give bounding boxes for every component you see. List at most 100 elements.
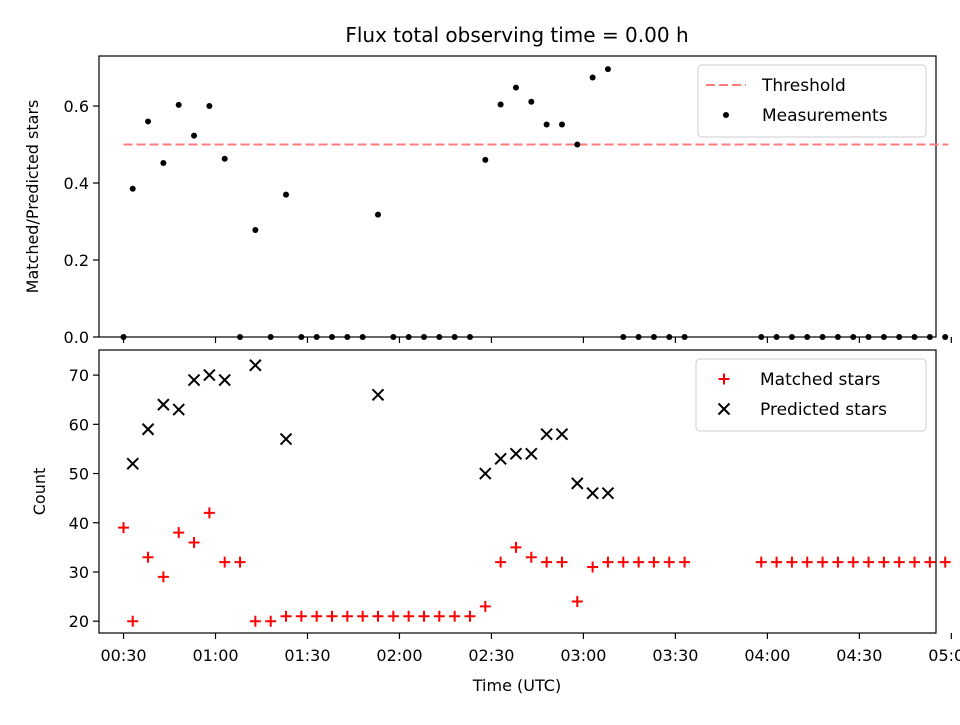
y-tick-label: 0.2	[64, 251, 89, 270]
data-point	[218, 373, 231, 387]
data-point	[298, 334, 305, 340]
data-point	[145, 118, 152, 125]
y-axis-label: Count	[30, 468, 49, 516]
y-tick-label: 70	[69, 366, 89, 385]
data-point	[311, 610, 323, 622]
data-point	[420, 334, 427, 340]
data-point	[219, 556, 231, 568]
data-point	[497, 101, 504, 108]
data-point	[924, 556, 936, 568]
data-point	[464, 610, 476, 622]
data-point	[157, 398, 170, 411]
data-point	[387, 610, 399, 622]
legend-box	[697, 64, 927, 138]
data-point	[252, 226, 259, 233]
data-point	[896, 334, 903, 340]
legend-label: Matched stars	[760, 370, 880, 390]
legend-box	[695, 358, 927, 432]
data-point	[587, 561, 599, 573]
data-point	[865, 334, 872, 340]
legend-label: Threshold	[761, 76, 846, 96]
data-point	[371, 388, 385, 401]
data-point	[359, 334, 366, 340]
count-panel: 20 30 40 50 60 70 00:30 01:00 01:30 02:00 02:30 03:…	[30, 349, 960, 665]
data-point	[602, 556, 614, 568]
y-tick-label: 40	[69, 514, 89, 533]
data-point	[679, 556, 691, 568]
data-point	[341, 610, 353, 622]
y-axis-label: Matched/Predicted stars	[23, 100, 42, 294]
data-point	[509, 447, 523, 461]
x-tick-label: 02:00	[376, 646, 422, 665]
data-point	[279, 432, 293, 446]
data-point	[479, 600, 491, 612]
data-point	[604, 66, 611, 73]
ratio-panel: 0.0 0.2 0.4 0.6 Matched/Predicted stars Thres…	[23, 55, 952, 347]
data-point	[295, 610, 307, 622]
y-tick-label: 0.6	[64, 97, 89, 116]
data-point	[466, 334, 473, 340]
x-tick-label: 04:00	[744, 646, 790, 665]
data-point	[834, 334, 841, 340]
data-point	[118, 522, 130, 534]
data-point	[479, 467, 492, 480]
data-point	[436, 334, 443, 340]
data-point	[788, 334, 795, 340]
axes-frame	[98, 349, 937, 634]
data-point	[329, 334, 336, 340]
data-point	[221, 155, 228, 162]
data-point	[375, 211, 381, 218]
data-point	[203, 368, 216, 382]
data-point	[771, 556, 783, 568]
legend-label: Measurements	[762, 106, 888, 126]
legend: Matched stars Predicted stars	[695, 358, 927, 432]
x-tick-label: 01:30	[284, 646, 330, 665]
data-point	[543, 121, 550, 128]
data-point	[512, 84, 519, 91]
data-point	[863, 556, 875, 568]
data-point	[832, 556, 844, 568]
data-point	[635, 334, 642, 340]
y-tick-label: 20	[69, 612, 89, 631]
data-point	[127, 615, 139, 627]
data-point	[187, 373, 201, 387]
data-point	[556, 556, 568, 568]
data-point	[525, 551, 537, 563]
data-point	[847, 556, 859, 568]
data-point	[571, 477, 584, 490]
data-point	[601, 487, 615, 500]
data-point	[773, 334, 780, 340]
data-point	[449, 610, 461, 622]
data-point	[172, 403, 185, 416]
y-tick-label: 50	[69, 465, 89, 484]
data-point	[540, 427, 553, 441]
data-point	[528, 98, 535, 105]
data-point	[909, 556, 921, 568]
y-tick-label: 60	[69, 415, 89, 434]
data-point	[650, 334, 657, 340]
x-tick-label: 01:00	[192, 646, 238, 665]
data-point	[633, 556, 645, 568]
data-point	[510, 541, 522, 553]
x-tick-label: 03:30	[652, 646, 698, 665]
data-point	[129, 185, 136, 192]
data-point	[141, 423, 155, 436]
data-point	[203, 507, 215, 519]
data-point	[819, 334, 826, 340]
data-point	[173, 527, 185, 539]
data-point	[405, 334, 412, 340]
data-point	[804, 334, 811, 340]
axes-frame	[98, 55, 937, 338]
data-point	[283, 191, 290, 198]
legend-marker-swatch	[718, 373, 730, 385]
data-point	[237, 334, 244, 340]
data-point	[495, 556, 507, 568]
data-point	[586, 487, 599, 500]
data-point	[589, 74, 596, 81]
data-point	[558, 121, 565, 128]
data-point	[893, 556, 905, 568]
data-point	[648, 556, 660, 568]
data-point	[525, 447, 538, 461]
data-point	[175, 101, 182, 108]
data-point	[267, 334, 274, 340]
